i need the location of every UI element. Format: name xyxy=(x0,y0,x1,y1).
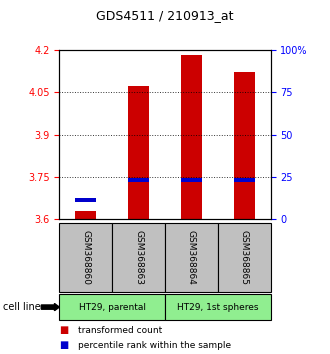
Bar xyxy=(128,178,149,182)
Text: GSM368865: GSM368865 xyxy=(240,230,249,285)
Text: transformed count: transformed count xyxy=(78,326,162,335)
Bar xyxy=(234,178,255,182)
Text: HT29, 1st spheres: HT29, 1st spheres xyxy=(177,303,258,312)
Text: ■: ■ xyxy=(59,325,69,335)
Text: ■: ■ xyxy=(59,341,69,350)
Text: GSM368860: GSM368860 xyxy=(81,230,90,285)
Text: cell line: cell line xyxy=(3,302,41,312)
Bar xyxy=(75,198,96,202)
Text: GSM368863: GSM368863 xyxy=(134,230,143,285)
Bar xyxy=(234,72,255,219)
Text: GSM368864: GSM368864 xyxy=(187,230,196,285)
Text: percentile rank within the sample: percentile rank within the sample xyxy=(78,342,231,350)
Bar xyxy=(128,86,149,219)
Text: GDS4511 / 210913_at: GDS4511 / 210913_at xyxy=(96,9,234,22)
Bar xyxy=(75,211,96,219)
Bar xyxy=(181,178,202,182)
Bar xyxy=(181,55,202,219)
Text: HT29, parental: HT29, parental xyxy=(79,303,146,312)
